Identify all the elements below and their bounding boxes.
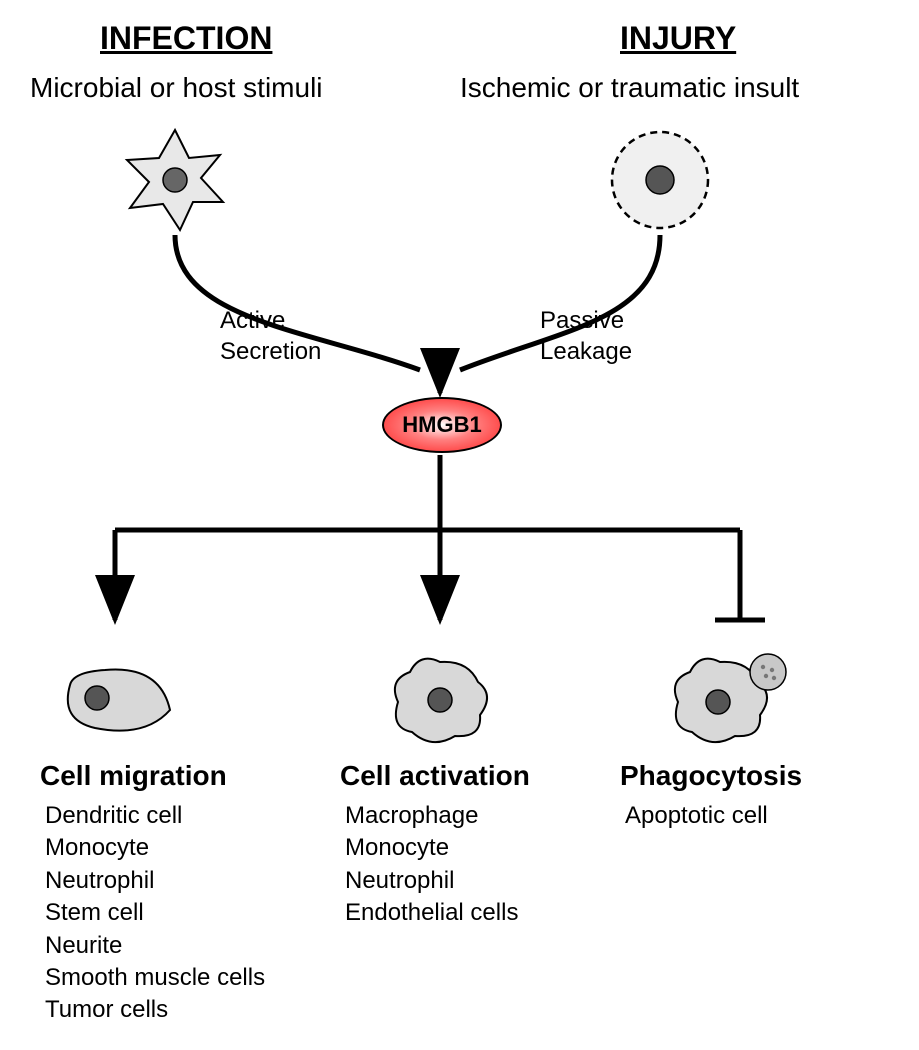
hmgb1-node: HMGB1 bbox=[382, 397, 502, 453]
infection-heading: INFECTION bbox=[100, 20, 272, 57]
list-item: Neutrophil bbox=[45, 865, 265, 897]
phagocytosis-title: Phagocytosis bbox=[620, 760, 802, 792]
damaged-cell-icon bbox=[612, 132, 708, 228]
list-item: Endothelial cells bbox=[345, 897, 518, 929]
active-secretion-label: Active Secretion bbox=[220, 305, 321, 367]
list-item: Monocyte bbox=[45, 832, 265, 864]
leakage-label: Leakage bbox=[540, 338, 632, 365]
injury-subtitle: Ischemic or traumatic insult bbox=[460, 72, 799, 104]
injury-heading: INJURY bbox=[620, 20, 736, 57]
cell-activation-title: Cell activation bbox=[340, 760, 530, 792]
list-item: Macrophage bbox=[345, 800, 518, 832]
active-label: Active bbox=[220, 307, 285, 334]
passive-label: Passive bbox=[540, 307, 624, 334]
list-item: Stem cell bbox=[45, 897, 265, 929]
passive-leakage-label: Passive Leakage bbox=[540, 305, 632, 367]
dendritic-cell-icon bbox=[127, 130, 223, 230]
infection-subtitle: Microbial or host stimuli bbox=[30, 72, 323, 104]
list-item: Apoptotic cell bbox=[625, 800, 768, 832]
list-item: Monocyte bbox=[345, 832, 518, 864]
migrating-cell-icon bbox=[68, 670, 170, 731]
cell-activation-list: Macrophage Monocyte Neutrophil Endotheli… bbox=[345, 800, 518, 930]
list-item: Tumor cells bbox=[45, 994, 265, 1026]
activated-cell-icon bbox=[395, 659, 487, 742]
cell-migration-title: Cell migration bbox=[40, 760, 227, 792]
secretion-label: Secretion bbox=[220, 338, 321, 365]
list-item: Smooth muscle cells bbox=[45, 962, 265, 994]
cell-migration-list: Dendritic cell Monocyte Neutrophil Stem … bbox=[45, 800, 265, 1027]
list-item: Neurite bbox=[45, 930, 265, 962]
hmgb1-label: HMGB1 bbox=[402, 412, 481, 438]
list-item: Dendritic cell bbox=[45, 800, 265, 832]
list-item: Neutrophil bbox=[345, 865, 518, 897]
phagocytosis-list: Apoptotic cell bbox=[625, 800, 768, 832]
phagocyte-cell-icon bbox=[675, 654, 786, 742]
